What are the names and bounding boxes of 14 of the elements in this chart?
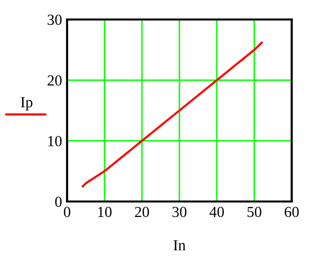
x-tick-label: 60 (284, 206, 299, 218)
y-tick-label: 20 (48, 75, 62, 86)
x-axis-title: In (174, 240, 186, 250)
y-tick-label: 0 (55, 196, 62, 207)
text: Ip (20, 97, 32, 110)
x-tick-label: 30 (172, 206, 186, 218)
x-tick-label: 20 (134, 206, 150, 218)
x-tick-label: 0 (64, 206, 70, 218)
x-tick-label: 40 (210, 206, 224, 218)
line-series (82, 42, 263, 188)
x-tick-label: 50 (248, 206, 262, 218)
x-tick-label: 10 (98, 206, 112, 218)
y-tick-label: 30 (48, 14, 62, 25)
y-tick-label: 10 (48, 136, 62, 146)
